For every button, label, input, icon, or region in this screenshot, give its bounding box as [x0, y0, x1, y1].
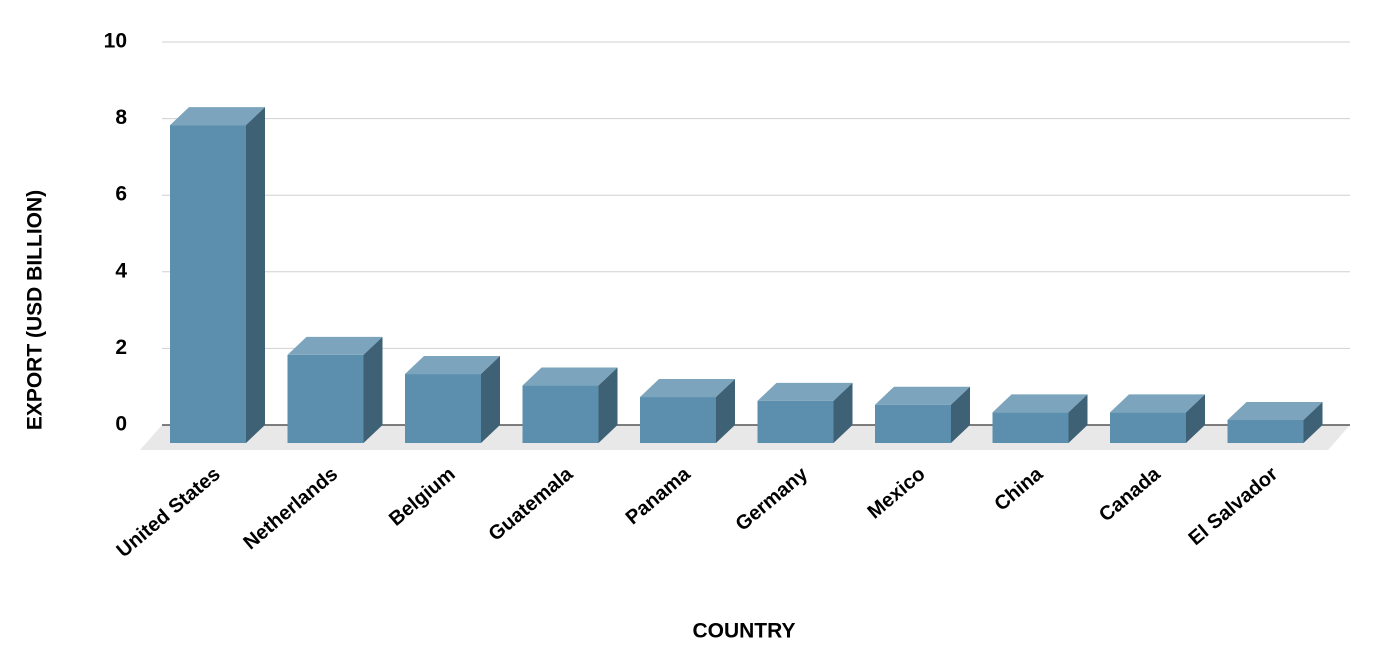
x-tick-label: Guatemala	[485, 462, 578, 545]
bar-front	[287, 354, 364, 443]
y-tick-label: 8	[115, 106, 127, 129]
bar-side	[363, 336, 383, 443]
bar-side	[1068, 394, 1088, 443]
x-tick-label: Belgium	[385, 463, 460, 531]
bar-front	[522, 385, 599, 443]
bar-top	[1227, 402, 1323, 421]
y-tick-label: 10	[104, 30, 127, 53]
bar-top	[875, 386, 970, 405]
bar-top	[757, 382, 853, 401]
bar	[757, 382, 853, 443]
bar-front	[640, 397, 716, 443]
x-tick-label: Netherlands	[239, 463, 342, 554]
bar-front	[992, 412, 1069, 443]
bar-top	[522, 367, 618, 386]
bar-front	[875, 404, 951, 443]
bar	[640, 379, 735, 443]
y-tick-label: 2	[115, 336, 127, 359]
bar-top	[992, 394, 1088, 413]
y-tick-label: 6	[115, 183, 127, 206]
y-axis-title: EXPORT (USD BILLION)	[24, 190, 47, 430]
bar-front	[1227, 420, 1304, 443]
bar-top	[287, 336, 383, 355]
bar	[287, 336, 383, 443]
bar	[405, 356, 500, 443]
bar	[875, 386, 970, 443]
bar	[170, 107, 265, 444]
bar-front	[757, 400, 834, 443]
bar-top	[405, 356, 500, 375]
x-tick-label: El Salvador	[1185, 463, 1283, 550]
bar-side	[598, 367, 618, 443]
x-tick-label: Mexico	[864, 463, 930, 523]
bar-side	[833, 382, 853, 443]
bar-front	[405, 374, 481, 443]
bar-side	[481, 356, 500, 443]
x-tick-label: Canada	[1095, 462, 1165, 526]
bar	[1110, 394, 1205, 443]
bar-side	[1303, 402, 1323, 443]
x-axis-title: COUNTRY	[692, 620, 795, 643]
bar	[522, 367, 618, 443]
bar-top	[640, 379, 735, 398]
bar-top	[1110, 394, 1205, 413]
bar	[1227, 402, 1323, 443]
x-tick-label: Panama	[622, 462, 696, 529]
bar-side	[716, 379, 735, 443]
y-tick-label: 4	[115, 259, 127, 282]
bar-front	[170, 125, 246, 444]
bar-side	[1186, 394, 1205, 443]
bar-front	[1110, 412, 1186, 443]
bar-side	[951, 386, 970, 443]
bar	[992, 394, 1088, 443]
x-tick-label: United States	[113, 463, 225, 562]
bar-side	[246, 107, 265, 444]
y-tick-label: 0	[115, 413, 127, 436]
x-tick-label: Germany	[732, 462, 813, 535]
bar-top	[170, 107, 265, 126]
x-tick-label: China	[990, 462, 1047, 515]
